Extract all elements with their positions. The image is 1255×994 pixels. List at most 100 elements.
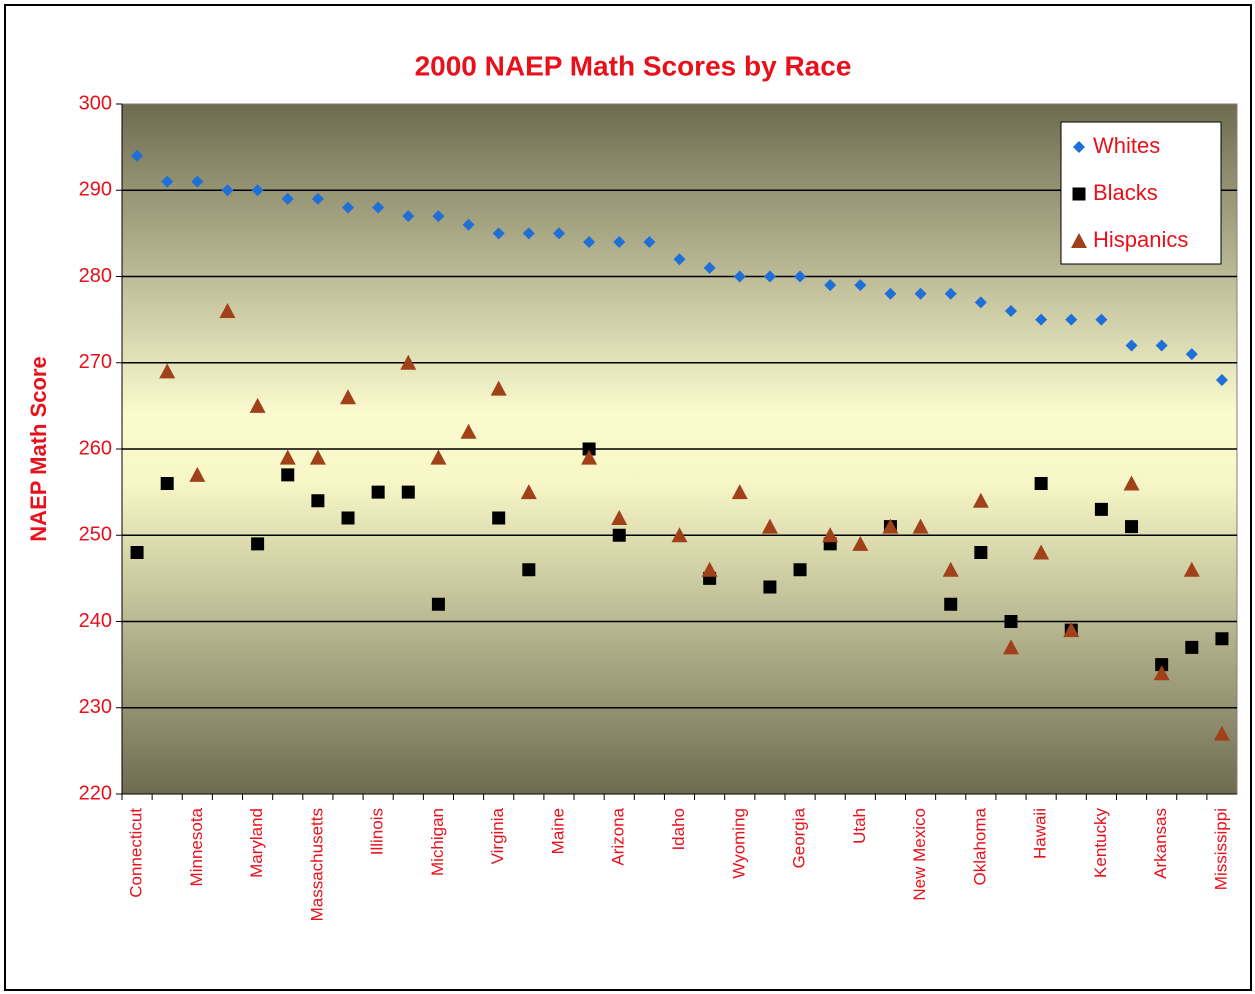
x-tick-label: Connecticut	[127, 808, 146, 898]
point	[793, 563, 807, 577]
point	[912, 518, 929, 534]
y-tick-label: 270	[79, 351, 112, 373]
point	[671, 527, 688, 543]
y-tick-label: 260	[79, 437, 112, 459]
point	[130, 546, 144, 559]
point	[431, 597, 445, 611]
point	[944, 287, 957, 300]
point	[1033, 544, 1050, 560]
legend-label: Blacks	[1093, 180, 1158, 205]
point	[430, 449, 447, 465]
point	[1185, 348, 1198, 361]
x-tick-label: Virginia	[488, 807, 507, 864]
point	[1094, 502, 1108, 516]
point	[1215, 374, 1228, 386]
point	[794, 270, 807, 283]
x-tick-label: Idaho	[669, 808, 688, 851]
point	[281, 468, 295, 482]
point	[583, 236, 596, 248]
point	[131, 149, 144, 162]
point	[460, 423, 477, 439]
point	[1095, 313, 1108, 326]
legend-label: Hispanics	[1093, 227, 1188, 252]
point	[161, 175, 174, 188]
point	[191, 175, 204, 188]
point	[1125, 520, 1139, 534]
point	[520, 484, 537, 500]
x-tick-label: Wyoming	[729, 808, 748, 879]
point	[763, 270, 776, 283]
point	[309, 449, 326, 465]
point	[219, 303, 236, 318]
x-tick-label: Arizona	[609, 807, 628, 865]
y-tick-label: 290	[79, 179, 112, 201]
point	[763, 580, 777, 594]
point	[490, 380, 507, 396]
point	[402, 210, 415, 223]
point	[613, 236, 626, 248]
point	[914, 287, 927, 300]
y-tick-label: 220	[79, 782, 112, 804]
y-tick-label: 280	[79, 265, 112, 287]
x-tick-label: Oklahoma	[970, 807, 989, 885]
legend-box	[1060, 121, 1222, 265]
point	[400, 354, 417, 370]
x-tick-label: Arkansas	[1151, 808, 1170, 879]
chart-title: 2000 NAEP Math Scores by Race	[415, 50, 852, 81]
point	[733, 270, 746, 283]
point	[221, 184, 234, 197]
point	[1213, 725, 1230, 741]
x-tick-label: Utah	[850, 808, 869, 844]
point	[761, 518, 778, 534]
point	[611, 510, 628, 525]
x-tick-label: Mississippi	[1211, 808, 1230, 890]
point	[249, 397, 266, 413]
y-tick-label: 240	[79, 610, 112, 632]
point	[462, 218, 475, 231]
point	[643, 236, 656, 248]
point	[1153, 665, 1170, 681]
x-tick-label: Michigan	[428, 808, 447, 876]
point	[311, 494, 325, 508]
point	[822, 527, 839, 543]
x-tick-label: Georgia	[790, 807, 809, 868]
legend-marker	[1072, 187, 1086, 201]
point	[371, 485, 385, 499]
point	[852, 535, 869, 551]
x-tick-label: Maine	[548, 808, 567, 854]
point	[942, 561, 959, 577]
x-tick-label: Minnesota	[187, 807, 206, 886]
point	[854, 279, 867, 292]
point	[1065, 313, 1078, 326]
point	[944, 597, 958, 611]
point	[884, 287, 897, 300]
legend-marker	[1073, 141, 1085, 153]
point	[341, 511, 355, 525]
point	[340, 389, 357, 405]
point	[673, 253, 686, 266]
point	[1155, 339, 1168, 352]
point	[703, 261, 716, 274]
point	[1034, 477, 1048, 490]
point	[731, 484, 748, 500]
point	[972, 492, 989, 508]
point	[251, 537, 265, 551]
point	[1002, 639, 1019, 655]
legend-marker	[1071, 233, 1087, 248]
point	[1004, 305, 1017, 317]
point	[372, 201, 385, 214]
y-axis-label: NAEP Math Score	[26, 356, 51, 541]
point	[401, 485, 415, 499]
point	[522, 563, 536, 577]
point	[281, 192, 294, 205]
point	[701, 561, 718, 577]
point	[432, 210, 445, 223]
x-tick-label: New Mexico	[910, 808, 929, 901]
point	[1183, 561, 1200, 577]
y-tick-label: 300	[79, 92, 112, 114]
point	[1035, 313, 1048, 326]
point	[1125, 339, 1138, 352]
point	[311, 192, 324, 205]
point	[492, 511, 506, 525]
